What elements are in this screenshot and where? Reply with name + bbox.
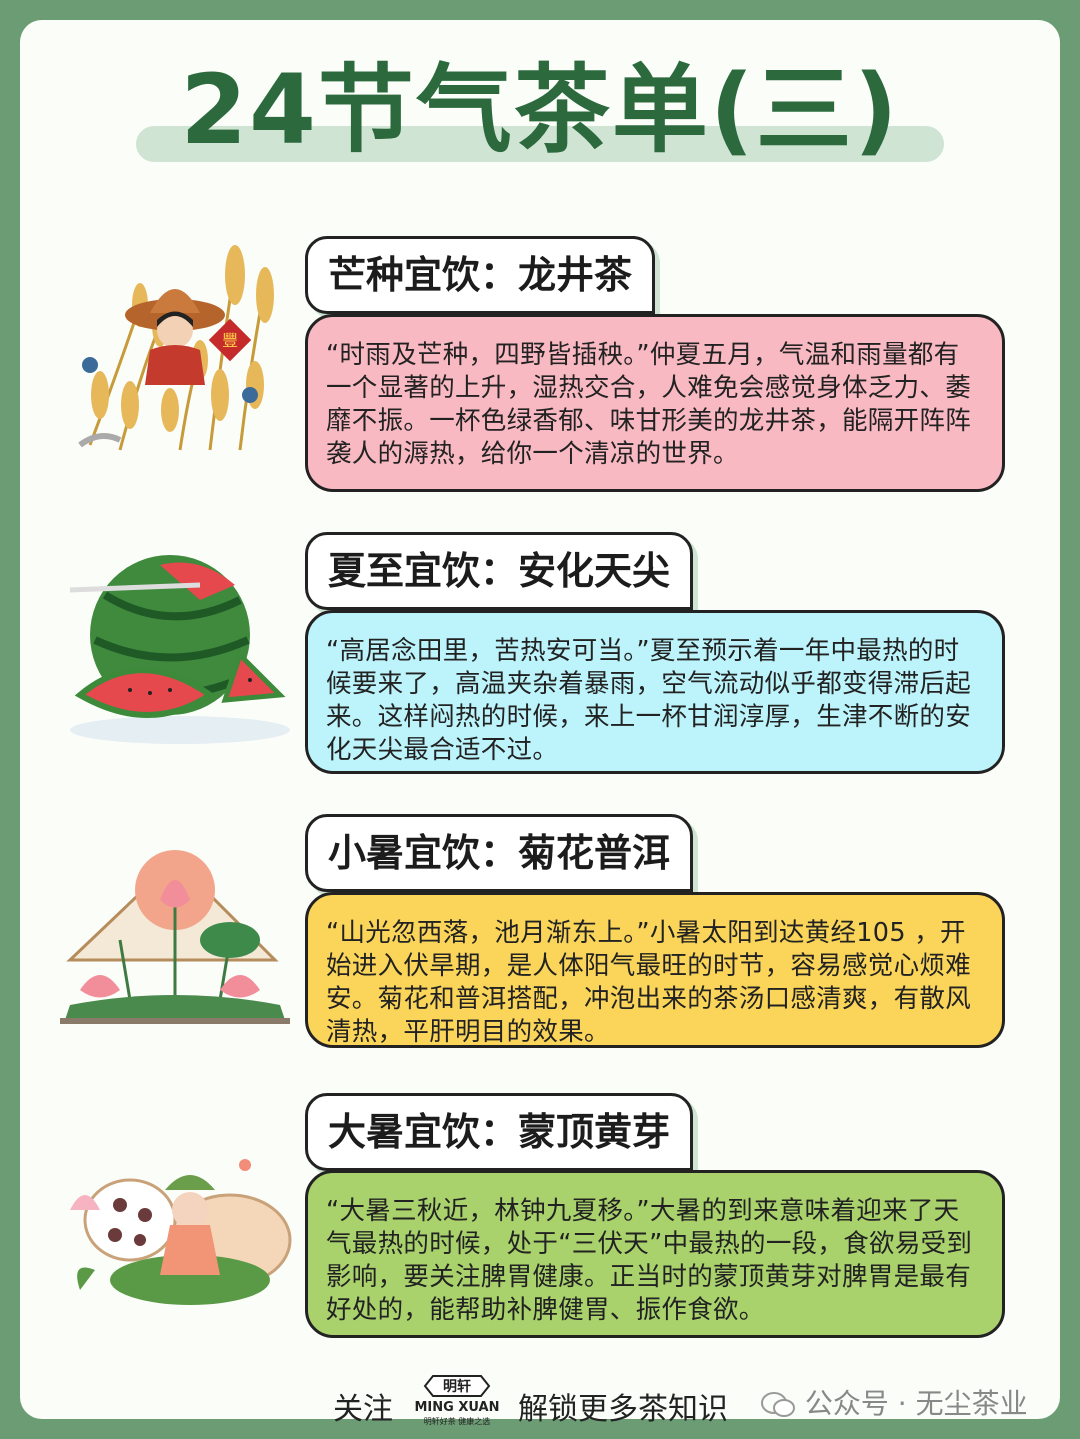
brand-logo: 明轩 MING XUAN 明轩好茶 健康之选	[405, 1374, 509, 1428]
section-label: 小暑宜饮：菊花普洱	[305, 814, 694, 892]
wechat-icon	[761, 1392, 795, 1417]
watermelon-illustration	[69, 555, 290, 744]
section-text: “时雨及芒种，四野皆插秧。”仲夏五月，气温和雨量都有一个显著的上升，湿热交合，人…	[305, 314, 1005, 492]
section-text: “山光忽西落，池月渐东上。”小暑太阳到达黄经105 ，开始进入伏旱期，是人体阳气…	[305, 892, 1005, 1048]
brand-tagline: 明轩好茶 健康之选	[424, 1416, 491, 1426]
page-title: 24节气茶单(三)	[180, 54, 900, 166]
farmer-wheat-illustration: 豐	[78, 245, 274, 451]
section-label: 芒种宜饮：龙井茶	[305, 236, 656, 314]
brand-name-en: MING XUAN	[415, 1400, 500, 1415]
wechat-account: 公众号 · 无尘茶业	[760, 1382, 1028, 1422]
section-text: “高居念田里，苦热安可当。”夏至预示着一年中最热的时候要来了，高温夹杂着暴雨，空…	[305, 610, 1005, 774]
footer-follow: 关注	[333, 1392, 393, 1427]
brand-name-cn: 明轩	[443, 1378, 471, 1395]
wechat-account-label: 公众号 · 无尘茶业	[804, 1387, 1028, 1420]
svg-text:豐: 豐	[222, 331, 238, 350]
footer-unlock: 解锁更多茶知识	[518, 1392, 728, 1427]
footer: 关注 明轩 MING XUAN 明轩好茶 健康之选 解锁更多茶知识 公众号 · …	[0, 1368, 1080, 1428]
lotus-fan-illustration	[60, 850, 290, 1024]
section-text: “大暑三秋近，林钟九夏移。”大暑的到来意味着迎来了天气最热的时候，处于“三伏天”…	[305, 1170, 1005, 1338]
title-underline	[136, 126, 944, 162]
section-label: 大暑宜饮：蒙顶黄芽	[305, 1093, 694, 1171]
section-label: 夏至宜饮：安化天尖	[305, 532, 694, 610]
girl-lotus-root-illustration	[70, 1159, 292, 1305]
